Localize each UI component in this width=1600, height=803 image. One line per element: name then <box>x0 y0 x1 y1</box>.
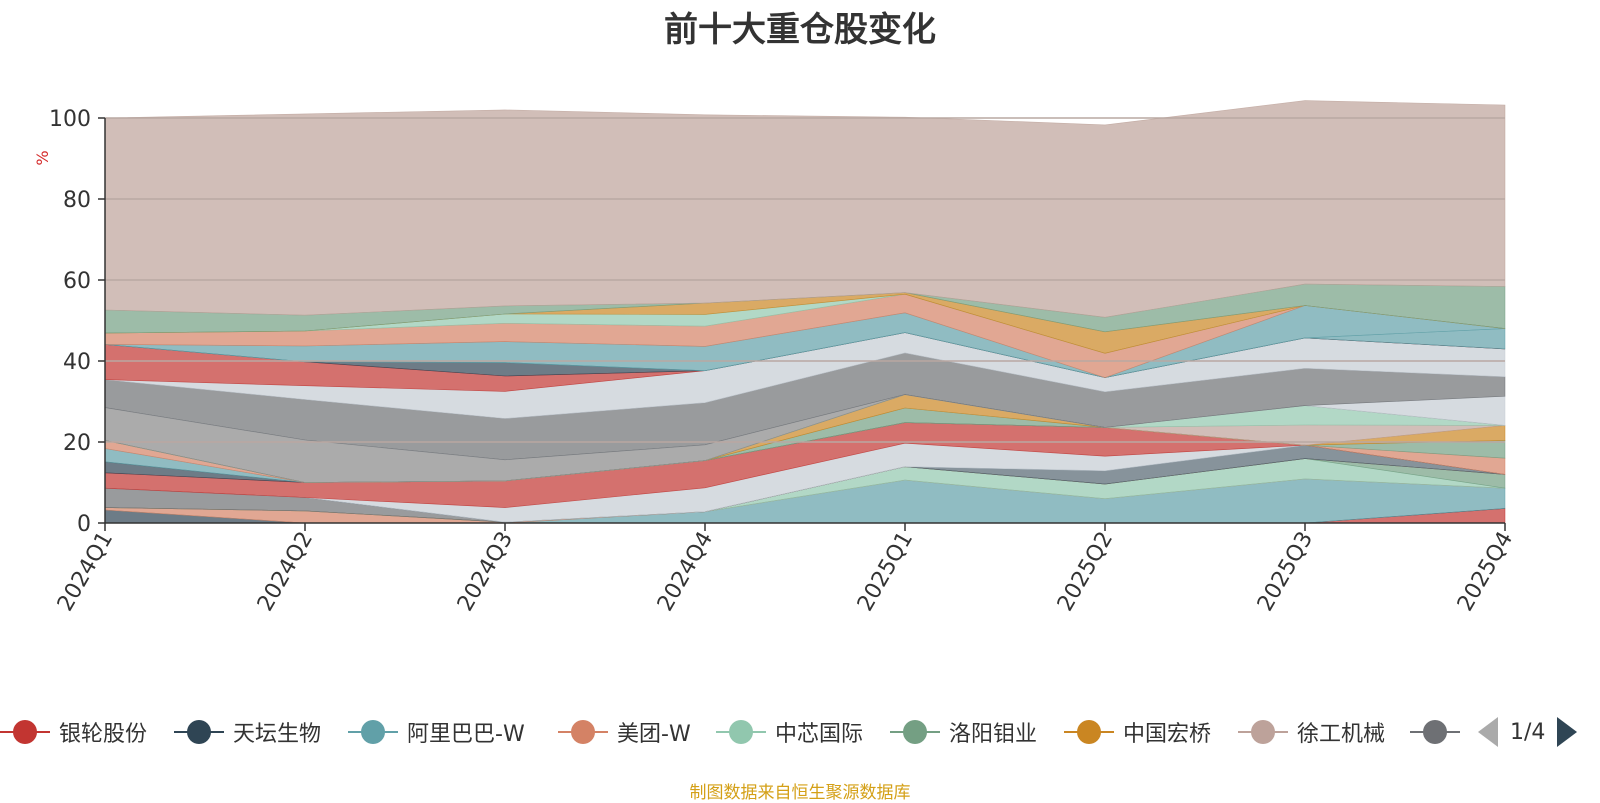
legend-symbol-icon <box>348 720 398 744</box>
x-tick-label: 2025Q2 <box>1053 528 1118 616</box>
legend-symbol-icon <box>0 720 50 744</box>
legend-page-indicator: 1/4 <box>1510 719 1546 745</box>
y-tick-label: 0 <box>77 512 91 537</box>
prev-page-icon[interactable] <box>1478 717 1498 747</box>
legend-item[interactable]: 美团-W <box>558 712 691 752</box>
y-tick-label: 40 <box>63 350 91 375</box>
legend-label: 徐工机械 <box>1297 722 1386 747</box>
legend-label: 美团-W <box>617 722 691 747</box>
x-tick-label: 2024Q3 <box>453 528 518 616</box>
legend-pager: 1/4 <box>1478 712 1578 752</box>
legend-label: 中国宏桥 <box>1123 722 1212 747</box>
source-note: 制图数据来自恒生聚源数据库 <box>689 783 911 803</box>
legend-symbol-icon <box>1238 720 1288 744</box>
legend-item[interactable]: 阿里巴巴-W <box>348 712 525 752</box>
legend-label: 阿里巴巴-W <box>407 722 525 747</box>
y-tick-label: 100 <box>49 107 91 132</box>
legend-item[interactable] <box>1410 712 1460 752</box>
area-series-group <box>104 100 1506 524</box>
y-tick-label: 60 <box>63 269 91 294</box>
x-tick-label: 2024Q2 <box>253 528 318 616</box>
legend-item[interactable]: 中国宏桥 <box>1064 712 1211 752</box>
grid-lines <box>105 117 1505 443</box>
x-tick-label: 2025Q4 <box>1453 528 1518 616</box>
x-tick-label: 2024Q4 <box>653 528 718 616</box>
next-page-icon[interactable] <box>1557 717 1578 747</box>
legend-item[interactable]: 中芯国际 <box>716 712 863 752</box>
legend-symbol-icon <box>716 720 766 744</box>
chart-title: 前十大重仓股变化 <box>664 10 936 50</box>
legend-label: 中芯国际 <box>775 722 864 747</box>
legend-symbol-icon <box>558 720 608 744</box>
legend-label: 银轮股份 <box>59 722 148 747</box>
legend-item[interactable]: 银轮股份 <box>0 712 147 752</box>
x-tick-label: 2024Q1 <box>53 528 118 616</box>
y-tick-label: 20 <box>63 431 91 456</box>
legend-label: 天坛生物 <box>233 722 322 747</box>
y-axis-label: % <box>33 150 52 165</box>
legend-symbol-icon <box>890 720 940 744</box>
legend-item[interactable]: 徐工机械 <box>1238 712 1385 752</box>
legend-symbol-icon <box>174 720 224 744</box>
legend-symbol-icon <box>1064 720 1114 744</box>
legend-item[interactable]: 天坛生物 <box>174 712 321 752</box>
legend-symbol-icon <box>1410 720 1460 744</box>
y-tick-label: 80 <box>63 188 91 213</box>
area-series-31 <box>104 100 1506 318</box>
legend-label: 洛阳钼业 <box>949 722 1038 747</box>
x-tick-label: 2025Q1 <box>853 528 918 616</box>
legend: 银轮股份 天坛生物 阿里巴巴-W 美团-W 中芯国际 洛阳钼业 中国宏桥 徐工机械 1/4 <box>0 712 1600 752</box>
x-tick-label: 2025Q3 <box>1253 528 1318 616</box>
legend-item[interactable]: 洛阳钼业 <box>890 712 1037 752</box>
